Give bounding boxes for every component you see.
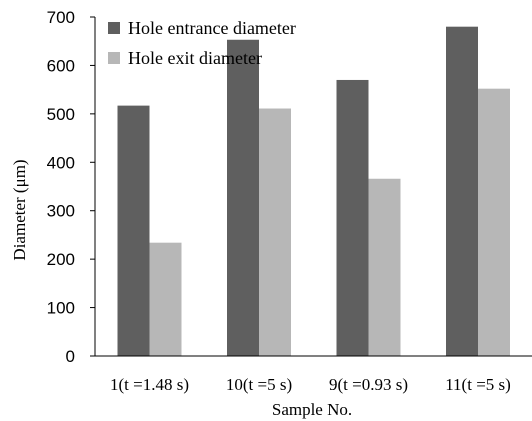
bar-hole-exit-diameter (259, 108, 291, 356)
legend-label: Hole entrance diameter (128, 18, 296, 38)
bar-hole-exit-diameter (149, 242, 182, 356)
x-tick-label: 1(t =1.48 s) (110, 375, 189, 394)
y-tick-label: 0 (66, 347, 75, 366)
y-tick-label: 500 (47, 105, 75, 124)
y-tick-label: 700 (47, 8, 75, 27)
y-axis-title: Diameter (μm) (10, 159, 29, 260)
legend-swatch (108, 52, 120, 64)
legend-swatch (108, 22, 120, 34)
bars (117, 26, 510, 357)
x-axis-title: Sample No. (272, 400, 352, 419)
y-tick-label: 200 (47, 250, 75, 269)
legend-label: Hole exit diameter (128, 48, 262, 68)
y-tick-label: 400 (47, 153, 75, 172)
y-tick-label: 600 (47, 56, 75, 75)
bar-hole-exit-diameter (478, 88, 510, 356)
bar-hole-entrance-diameter (117, 105, 150, 356)
legend: Hole entrance diameter Hole exit diameter (108, 18, 296, 68)
bar-hole-entrance-diameter (227, 39, 259, 357)
bar-hole-exit-diameter (368, 178, 401, 356)
y-tick-label: 300 (47, 202, 75, 221)
bar-hole-entrance-diameter (336, 79, 369, 356)
x-tick-label: 10(t =5 s) (226, 375, 292, 394)
x-tick-label: 11(t =5 s) (445, 375, 511, 394)
y-axis: 0 100 200 300 400 500 600 700 (47, 8, 96, 366)
x-tick-label: 9(t =0.93 s) (329, 375, 408, 394)
y-tick-label: 100 (47, 299, 75, 318)
bar-hole-entrance-diameter (446, 26, 478, 356)
x-axis: 1(t =1.48 s) 10(t =5 s) 9(t =0.93 s) 11(t =… (95, 355, 532, 394)
